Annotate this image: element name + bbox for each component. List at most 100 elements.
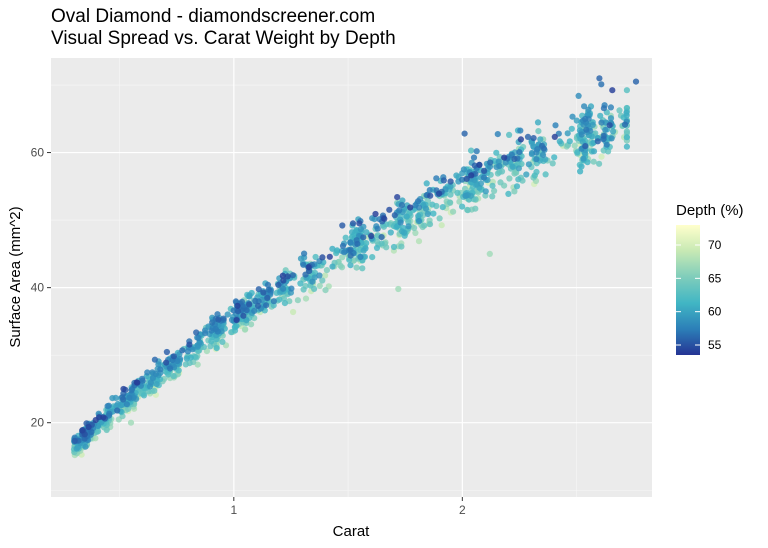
data-point [621,121,629,128]
data-point [242,326,249,333]
data-point [209,319,216,326]
data-point [280,277,287,284]
data-point [582,115,589,123]
data-point [263,302,270,309]
data-point [179,347,186,354]
data-point [623,87,631,94]
data-point [387,229,394,236]
data-point [322,272,329,279]
data-point [415,198,422,205]
data-point [215,316,222,323]
data-point [411,224,418,232]
data-point [571,142,578,149]
data-point [220,315,227,322]
data-point [153,381,160,388]
data-point [623,109,630,116]
data-point [151,387,158,394]
data-point [339,242,347,249]
data-point [363,240,370,247]
data-point [243,317,250,324]
data-point [569,113,576,120]
data-point [533,156,540,163]
data-point [300,261,307,268]
data-point [246,301,253,308]
data-point [213,345,220,352]
data-point [564,130,571,137]
data-point [316,282,323,289]
data-point [610,128,617,135]
data-point [275,281,282,288]
legend-colorbar [676,225,700,355]
data-point [212,326,219,333]
data-point [82,443,89,450]
data-point [300,286,307,293]
data-point [426,187,433,194]
data-point [600,132,607,139]
data-point [369,215,376,222]
data-point [609,87,616,94]
data-point [477,180,484,187]
data-point [280,285,287,292]
data-point [347,239,354,246]
data-point [144,369,151,376]
y-tick-label: 20 [31,416,45,430]
data-point [464,207,471,214]
data-point [284,273,291,280]
data-point [468,147,475,154]
y-tick-label: 60 [31,146,45,160]
data-point [430,210,437,217]
data-point [537,136,544,143]
data-point [623,134,631,141]
data-point [126,394,133,401]
data-point [339,254,346,261]
data-point [556,138,563,145]
depth-legend: Depth (%) 55 60 65 70 [676,202,744,355]
data-point [312,253,319,261]
data-point [265,286,272,293]
data-point [281,300,288,307]
data-point [415,218,423,225]
data-point [447,191,454,198]
data-point [446,199,454,206]
data-point [319,254,326,261]
data-point [603,141,610,148]
data-point [415,212,422,219]
data-point [149,369,156,376]
plot-panel [51,58,652,497]
data-point [363,229,370,236]
data-point [395,285,402,293]
data-point [607,115,615,122]
data-point [438,222,445,229]
legend-tick-label: 70 [708,238,722,252]
data-point [123,401,130,408]
x-tick-label: 1 [230,503,237,517]
data-point [552,122,559,129]
chart-title: Oval Diamond - diamondscreener.com [51,6,376,27]
data-point [139,377,146,384]
data-point [580,155,587,162]
data-point [596,160,603,167]
data-point [251,307,258,314]
data-point [480,174,488,181]
data-point [447,183,454,190]
data-point [79,427,86,434]
data-point [323,267,330,274]
data-point [535,128,542,135]
data-point [585,106,592,113]
data-point [573,117,580,124]
data-point [583,126,590,133]
data-point [509,163,516,170]
data-point [334,247,341,254]
data-point [140,392,148,399]
data-point [534,119,542,126]
data-point [505,190,512,197]
data-point [468,172,475,179]
data-point [574,149,581,156]
data-point [114,407,121,414]
data-point [302,295,310,302]
data-point [525,161,533,168]
data-point [491,187,498,194]
data-point [349,220,357,227]
data-point [128,387,135,394]
